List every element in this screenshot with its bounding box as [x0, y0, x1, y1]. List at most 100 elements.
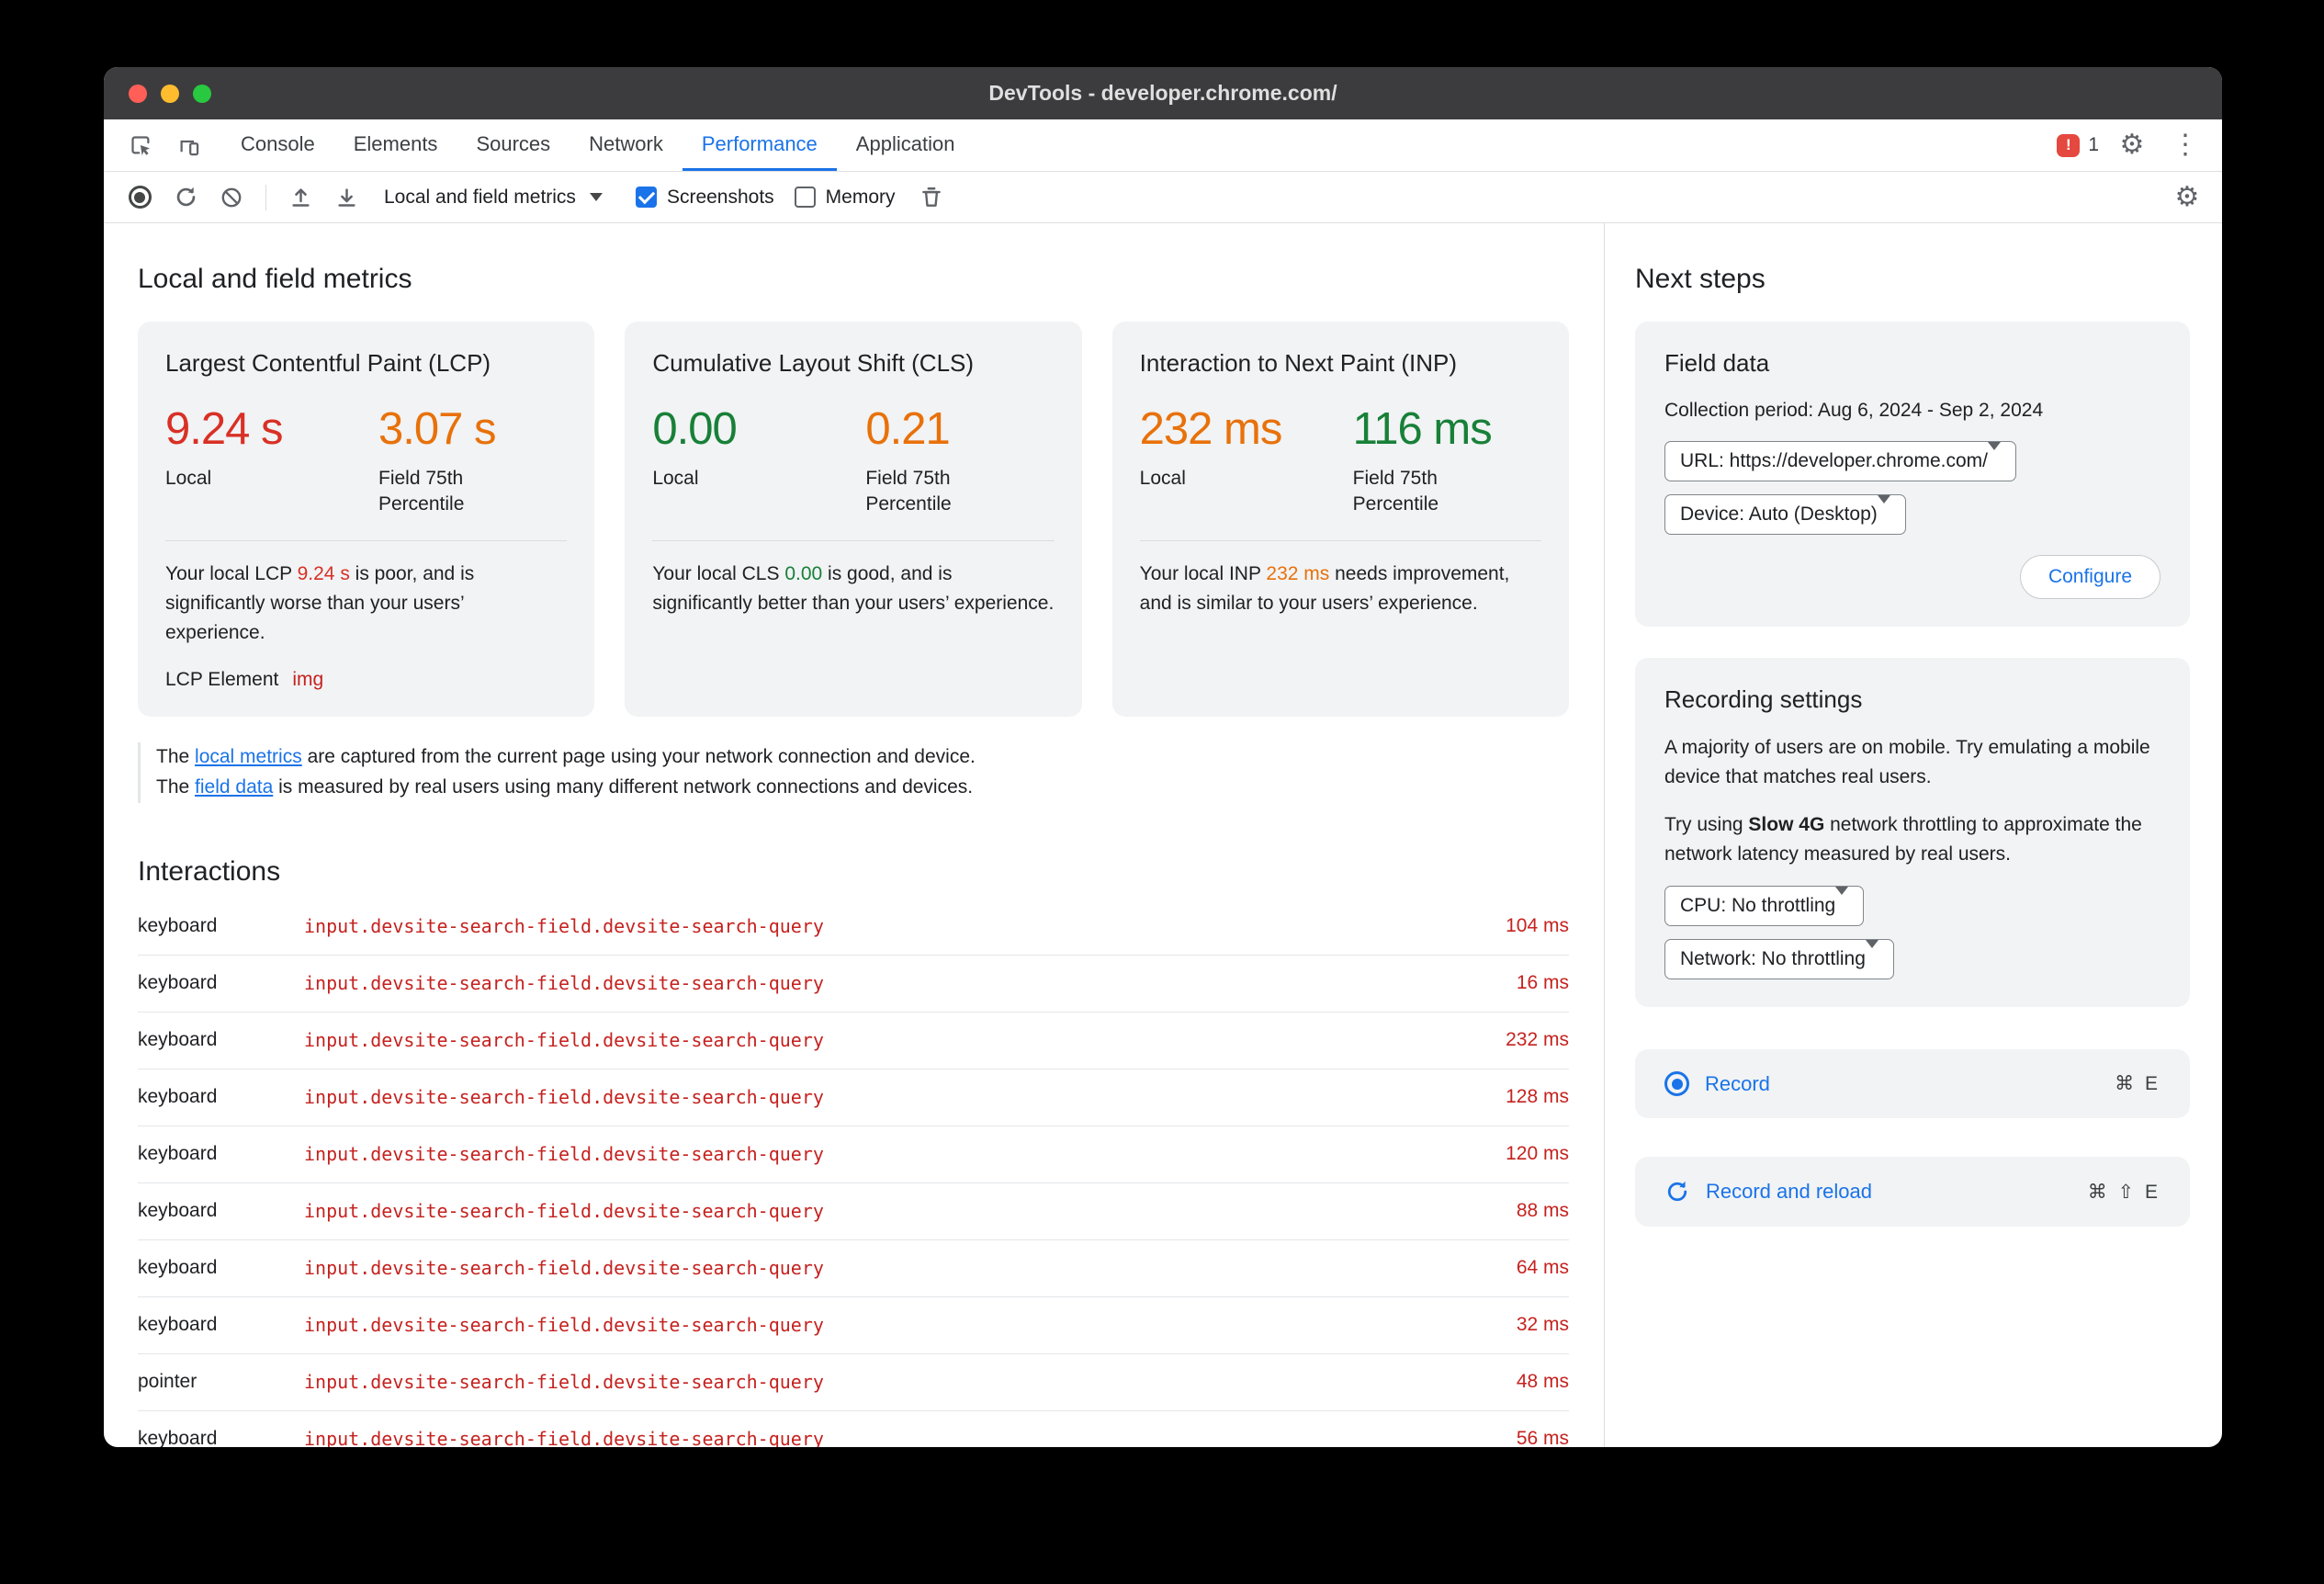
field-data-link[interactable]: field data: [195, 775, 274, 798]
inp-local-value: 232 ms: [1139, 404, 1283, 454]
clear-button[interactable]: [210, 177, 253, 218]
interaction-target-link[interactable]: input.devsite-search-field.devsite-searc…: [304, 972, 824, 994]
interaction-duration: 56 ms: [1516, 1428, 1569, 1447]
memory-checkbox[interactable]: Memory: [794, 187, 896, 209]
interaction-target-link[interactable]: input.devsite-search-field.devsite-searc…: [304, 1428, 824, 1447]
lcp-element-node-link[interactable]: img: [292, 669, 324, 691]
cls-field-value: 0.21: [865, 404, 950, 454]
tab-elements[interactable]: Elements: [334, 119, 457, 171]
device-toolbar-button[interactable]: [164, 119, 212, 171]
interaction-target-link[interactable]: input.devsite-search-field.devsite-searc…: [304, 1314, 824, 1336]
interaction-target-link[interactable]: input.devsite-search-field.devsite-searc…: [304, 1371, 824, 1393]
close-window-button[interactable]: [129, 84, 147, 103]
interactions-table: keyboard input.devsite-search-field.devs…: [138, 899, 1569, 1447]
load-profile-button[interactable]: [279, 177, 322, 218]
record-icon: [128, 186, 152, 209]
metric-cards-row: Largest Contentful Paint (LCP) 9.24 s Lo…: [138, 322, 1569, 718]
page-title: Local and field metrics: [138, 264, 412, 294]
recording-settings-card: Recording settings A majority of users a…: [1635, 658, 2190, 1008]
tab-network[interactable]: Network: [570, 119, 683, 171]
interaction-target-link[interactable]: input.devsite-search-field.devsite-searc…: [304, 1029, 824, 1051]
reload-icon: [176, 187, 195, 207]
network-throttling-select[interactable]: Network: No throttling: [1664, 939, 1894, 980]
cls-local-value: 0.00: [652, 404, 737, 454]
record-action-card[interactable]: Record ⌘ E: [1635, 1049, 2190, 1119]
settings-gear-button[interactable]: ⚙: [2112, 125, 2152, 165]
record-button[interactable]: [118, 177, 161, 218]
lcp-element-label: LCP Element: [165, 669, 279, 691]
mobile-emulation-tip: A majority of users are on mobile. Try e…: [1664, 737, 2150, 787]
collection-period: Collection period: Aug 6, 2024 - Sep 2, …: [1664, 400, 2044, 421]
toolbar-divider: [265, 184, 266, 210]
interaction-row[interactable]: keyboard input.devsite-search-field.devs…: [138, 1297, 1569, 1354]
device-toolbar-icon: [180, 140, 198, 155]
interaction-target-link[interactable]: input.devsite-search-field.devsite-searc…: [304, 1143, 824, 1165]
view-mode-label: Local and field metrics: [384, 186, 576, 208]
card-divider: [652, 539, 1055, 541]
interaction-duration: 32 ms: [1516, 1314, 1569, 1335]
record-and-reload-button[interactable]: [164, 177, 207, 218]
interaction-duration: 16 ms: [1516, 972, 1569, 993]
tab-application[interactable]: Application: [837, 119, 975, 171]
field-label: Field 75th Percentile: [865, 468, 952, 515]
gear-icon: ⚙: [2174, 181, 2200, 212]
issues-counter-button[interactable]: ! 1: [2057, 133, 2099, 157]
collect-garbage-icon: [921, 187, 941, 207]
kebab-menu-icon: ⋮: [2172, 130, 2199, 160]
zoom-window-button[interactable]: [193, 84, 211, 103]
inspect-element-button[interactable]: [117, 119, 164, 171]
url-select[interactable]: URL: https://developer.chrome.com/: [1664, 441, 2016, 482]
record-icon: [1664, 1071, 1689, 1097]
footnote-line-local: The local metrics are captured from the …: [156, 746, 976, 768]
interaction-target-link[interactable]: input.devsite-search-field.devsite-searc…: [304, 915, 824, 937]
metric-title: Cumulative Layout Shift (CLS): [652, 349, 975, 377]
interaction-row[interactable]: keyboard input.devsite-search-field.devs…: [138, 1240, 1569, 1297]
cpu-throttling-select[interactable]: CPU: No throttling: [1664, 886, 1865, 927]
metric-values: 9.24 s Local 3.07 s Field 75th Percentil…: [165, 403, 567, 518]
interactions-title: Interactions: [138, 855, 281, 887]
more-options-button[interactable]: ⋮: [2165, 125, 2206, 165]
collect-garbage-button[interactable]: [910, 177, 953, 218]
metric-card-inp: Interaction to Next Paint (INP) 232 ms L…: [1111, 322, 1569, 718]
interaction-row[interactable]: keyboard input.devsite-search-field.devs…: [138, 1411, 1569, 1447]
save-profile-button[interactable]: [325, 177, 367, 218]
tab-console[interactable]: Console: [221, 119, 334, 171]
capture-settings-button[interactable]: ⚙: [2167, 177, 2207, 218]
devtools-tabbar: Console Elements Sources Network Perform…: [104, 119, 2222, 172]
interaction-row[interactable]: keyboard input.devsite-search-field.devs…: [138, 899, 1569, 956]
network-select-label: Network: No throttling: [1680, 948, 1866, 970]
interaction-row[interactable]: keyboard input.devsite-search-field.devs…: [138, 1013, 1569, 1069]
lcp-element-row: LCP Element img: [165, 669, 567, 691]
interaction-target-link[interactable]: input.devsite-search-field.devsite-searc…: [304, 1257, 824, 1279]
interaction-duration: 232 ms: [1506, 1029, 1569, 1050]
interaction-row[interactable]: keyboard input.devsite-search-field.devs…: [138, 1183, 1569, 1240]
configure-button[interactable]: Configure: [2019, 555, 2160, 600]
interaction-row[interactable]: pointer input.devsite-search-field.devsi…: [138, 1354, 1569, 1411]
clear-icon: [221, 187, 242, 207]
tab-performance[interactable]: Performance: [682, 119, 837, 171]
recording-settings-title: Recording settings: [1664, 685, 1863, 714]
record-reload-shortcut: ⌘ ⇧ E: [2087, 1181, 2160, 1203]
interaction-target-link[interactable]: input.devsite-search-field.devsite-searc…: [304, 1200, 824, 1222]
device-select[interactable]: Device: Auto (Desktop): [1664, 494, 1906, 536]
interaction-type: keyboard: [138, 1257, 218, 1278]
chevron-down-icon: [589, 193, 603, 201]
interaction-duration: 120 ms: [1506, 1143, 1569, 1164]
interaction-type: keyboard: [138, 1314, 218, 1335]
interaction-row[interactable]: keyboard input.devsite-search-field.devs…: [138, 956, 1569, 1013]
interaction-row[interactable]: keyboard input.devsite-search-field.devs…: [138, 1126, 1569, 1183]
record-reload-action-card[interactable]: Record and reload ⌘ ⇧ E: [1635, 1157, 2190, 1228]
lcp-local-value: 9.24 s: [165, 404, 283, 454]
interaction-target-link[interactable]: input.devsite-search-field.devsite-searc…: [304, 1086, 824, 1108]
footnote-line-field: The field data is measured by real users…: [156, 775, 974, 798]
throttling-tip: Try using Slow 4G network throttling to …: [1664, 814, 2142, 865]
local-metrics-link[interactable]: local metrics: [195, 746, 302, 768]
record-reload-action-button[interactable]: Record and reload: [1664, 1179, 2088, 1205]
record-action-button[interactable]: Record: [1664, 1071, 2115, 1097]
upload-icon: [291, 188, 310, 207]
screenshots-checkbox[interactable]: Screenshots: [635, 187, 774, 209]
tab-sources[interactable]: Sources: [457, 119, 570, 171]
minimize-window-button[interactable]: [161, 84, 179, 103]
view-mode-select[interactable]: Local and field metrics: [371, 177, 615, 218]
interaction-row[interactable]: keyboard input.devsite-search-field.devs…: [138, 1069, 1569, 1126]
